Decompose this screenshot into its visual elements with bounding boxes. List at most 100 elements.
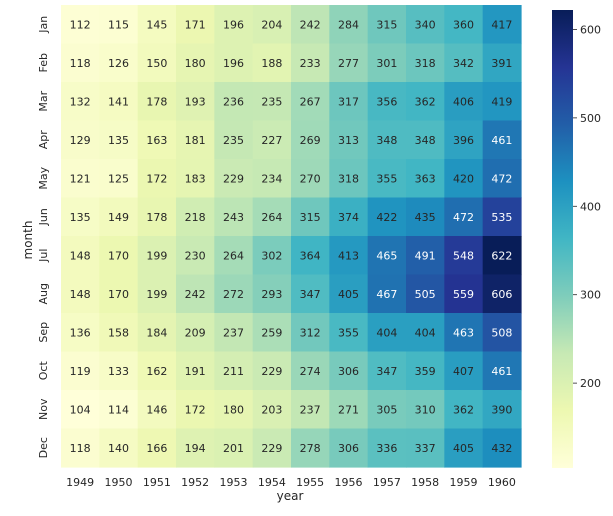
heatmap-cell: [329, 351, 369, 391]
x-tick-label: 1949: [66, 476, 94, 489]
cell-value-label: 293: [261, 288, 282, 301]
cell-value-label: 227: [261, 134, 282, 147]
heatmap-cell: [406, 43, 445, 83]
cell-value-label: 218: [185, 211, 206, 224]
heatmap-cell: [176, 120, 215, 160]
heatmap-cell: [176, 159, 215, 199]
cell-value-label: 505: [415, 288, 436, 301]
heatmap-cell: [482, 120, 522, 160]
heatmap-cell: [482, 351, 522, 391]
x-tick-label: 1960: [488, 476, 516, 489]
heatmap-cell: [367, 82, 407, 122]
cell-value-label: 115: [108, 18, 129, 31]
cell-value-label: 234: [261, 172, 282, 185]
cell-value-label: 463: [453, 326, 474, 339]
cell-value-label: 355: [338, 326, 359, 339]
cell-value-label: 242: [185, 288, 206, 301]
cell-value-label: 284: [338, 18, 359, 31]
cell-value-label: 121: [70, 172, 91, 185]
x-axis-label: year: [277, 489, 304, 503]
y-tick-label: Jan: [37, 16, 50, 34]
cell-value-label: 337: [415, 442, 436, 455]
heatmap-cell: [291, 159, 330, 199]
cell-value-label: 355: [376, 172, 397, 185]
cell-value-label: 264: [261, 211, 282, 224]
heatmap-cell: [176, 390, 215, 430]
cell-value-label: 461: [491, 365, 512, 378]
heatmap-cell: [61, 197, 100, 237]
cell-value-label: 336: [376, 442, 397, 455]
heatmap-cell: [214, 197, 254, 237]
cell-value-label: 405: [338, 288, 359, 301]
heatmap-cell: [137, 43, 177, 83]
heatmap-cell: [137, 82, 177, 122]
heatmap-cell: [367, 351, 407, 391]
y-tick-label: Sep: [37, 322, 50, 343]
x-tick-label: 1950: [105, 476, 133, 489]
cell-value-label: 278: [300, 442, 321, 455]
heatmap-cell: [214, 159, 254, 199]
y-tick-label: Feb: [37, 53, 50, 72]
heatmap-cell: [252, 120, 292, 160]
heatmap-cell: [444, 351, 484, 391]
heatmap-cell: [176, 43, 215, 83]
heatmap-cell: [291, 197, 330, 237]
heatmap-cell: [291, 5, 330, 45]
cell-value-label: 204: [261, 18, 282, 31]
cell-value-label: 126: [108, 57, 129, 70]
heatmap-cell: [406, 313, 445, 353]
heatmap-cell: [137, 5, 177, 45]
heatmap-cell: [406, 5, 445, 45]
cell-value-label: 188: [261, 57, 282, 70]
heatmap-cell: [214, 313, 254, 353]
heatmap-cell: [482, 236, 522, 276]
heatmap-cell: [61, 82, 100, 122]
cell-value-label: 622: [491, 249, 512, 262]
cell-value-label: 274: [300, 365, 321, 378]
heatmap-cell: [252, 159, 292, 199]
heatmap-cell: [252, 236, 292, 276]
cell-value-label: 317: [338, 95, 359, 108]
cell-value-label: 347: [376, 365, 397, 378]
y-tick-label: Aug: [37, 283, 50, 304]
cell-value-label: 149: [108, 211, 129, 224]
heatmap-cells: [61, 5, 522, 468]
x-tick-label: 1953: [220, 476, 248, 489]
heatmap-cell: [214, 120, 254, 160]
heatmap-cell: [137, 197, 177, 237]
x-tick-label: 1959: [450, 476, 478, 489]
cell-value-label: 203: [261, 403, 282, 416]
cell-value-label: 318: [338, 172, 359, 185]
cell-value-label: 391: [491, 57, 512, 70]
cell-value-label: 348: [376, 134, 397, 147]
heatmap-cell: [99, 5, 139, 45]
cell-value-label: 135: [108, 134, 129, 147]
cell-value-label: 104: [70, 403, 91, 416]
cell-value-label: 193: [185, 95, 206, 108]
heatmap-cell: [482, 274, 522, 314]
cell-value-label: 420: [453, 172, 474, 185]
cell-value-label: 129: [70, 134, 91, 147]
heatmap-cell: [99, 197, 139, 237]
cell-value-label: 180: [185, 57, 206, 70]
heatmap-cell: [252, 351, 292, 391]
heatmap-cell: [444, 236, 484, 276]
cell-value-label: 112: [70, 18, 91, 31]
heatmap-cell: [406, 82, 445, 122]
cell-value-label: 270: [300, 172, 321, 185]
heatmap-cell: [137, 390, 177, 430]
cell-value-label: 170: [108, 288, 129, 301]
y-tick-label: Oct: [37, 361, 50, 381]
cell-value-label: 184: [146, 326, 167, 339]
colorbar-tick-label: 200: [580, 377, 601, 390]
cell-value-label: 141: [108, 95, 129, 108]
heatmap-cell: [99, 43, 139, 83]
cell-value-label: 467: [376, 288, 397, 301]
y-tick-label: May: [37, 166, 50, 189]
cell-value-label: 163: [146, 134, 167, 147]
cell-value-label: 315: [376, 18, 397, 31]
cell-value-label: 235: [223, 134, 244, 147]
heatmap-cell: [482, 428, 522, 468]
heatmap-cell: [99, 159, 139, 199]
